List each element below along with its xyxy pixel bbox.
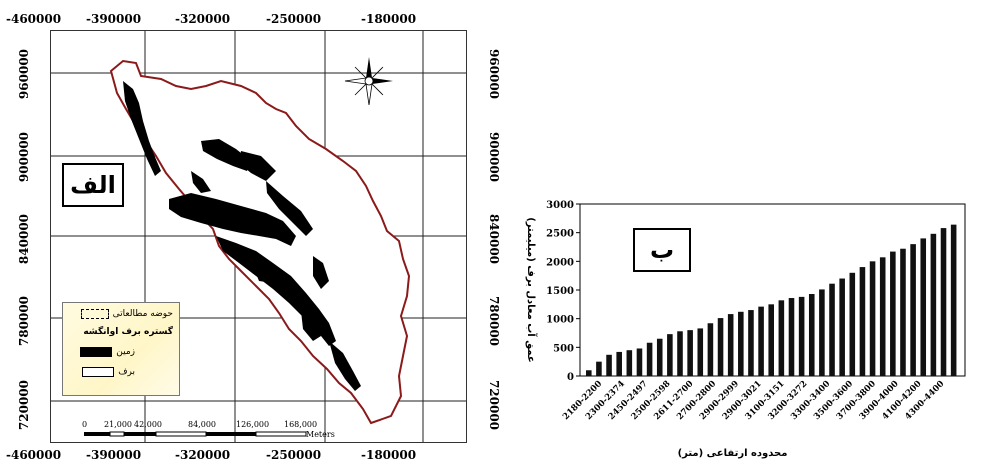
map-x-tick-top: -250000 [266, 12, 322, 26]
map-legend: حوضه مطالعاتی گستره برف اوانگشه زمین برف [62, 302, 180, 396]
bar [808, 294, 815, 376]
map-x-tick-top: -460000 [6, 12, 62, 26]
bar [839, 278, 845, 376]
bar [910, 244, 916, 376]
y-tick-label: 0 [567, 372, 574, 383]
north-arrow-icon [344, 57, 393, 106]
snow-extent [123, 81, 361, 391]
map-x-tick-bottom: -320000 [175, 448, 231, 462]
map-x-tick-bottom: -250000 [266, 448, 322, 462]
bar [626, 350, 633, 376]
legend-title-snow: گستره برف اوانگشه [83, 327, 173, 337]
scale-label-0: 0 [82, 420, 88, 429]
bar [646, 342, 653, 376]
bar [920, 238, 927, 376]
bar [636, 348, 643, 376]
bar [930, 233, 937, 376]
scale-bar: 0 21,000 42,000 84,000 126,000 168,000 M… [80, 420, 335, 440]
bar [900, 248, 906, 376]
map-y-tick-right: 900000 [487, 131, 501, 183]
map-y-tick-left: 900000 [17, 131, 31, 183]
bar [748, 310, 754, 376]
y-tick-label: 3000 [546, 200, 574, 211]
bar [596, 361, 602, 376]
bar [849, 272, 856, 376]
bar [869, 261, 876, 376]
map-y-tick-right: 840000 [487, 213, 501, 265]
bar [768, 304, 775, 376]
legend-row-1: برف [82, 367, 135, 377]
legend-swatch-1 [82, 367, 115, 377]
bar [667, 334, 673, 376]
scale-unit: Meters [306, 430, 335, 439]
bar [606, 354, 612, 376]
y-tick-label: 2000 [546, 257, 574, 268]
bar [677, 331, 683, 376]
scale-label-1: 21,000 [104, 420, 132, 429]
scale-label-4: 126,000 [236, 420, 270, 429]
legend-swatch-0 [80, 347, 113, 357]
map-y-tick-left: 720000 [17, 379, 31, 431]
legend-label-basin: حوضه مطالعاتی [112, 309, 173, 319]
map-x-tick-top: -180000 [361, 12, 417, 26]
legend-row-basin: حوضه مطالعاتی [80, 309, 173, 319]
x-axis-title: محدوده ارتفاعی (متر) [678, 448, 788, 459]
bar [656, 338, 663, 376]
scale-label-3: 84,000 [188, 420, 216, 429]
bar [879, 257, 886, 376]
bar [778, 300, 785, 376]
bar [586, 370, 592, 376]
bar [738, 311, 744, 376]
map-x-tick-bottom: -180000 [361, 448, 417, 462]
bar [819, 289, 825, 376]
y-tick-label: 500 [553, 343, 574, 354]
bar [707, 323, 714, 376]
y-axis-title: عمق آب معادل برف (میلیمتر) [525, 217, 538, 363]
bar [798, 296, 805, 376]
bar [687, 330, 693, 376]
legend-row-0: زمین [80, 347, 135, 357]
scale-label-5: 168,000 [284, 420, 318, 429]
scale-label-2: 42,000 [134, 420, 162, 429]
bar [717, 318, 724, 376]
panel-label-b: ب [633, 228, 691, 272]
bar [829, 283, 835, 376]
panel-label-a: الف [62, 163, 124, 207]
map-svg [51, 31, 466, 442]
y-tick-label: 1000 [546, 315, 574, 326]
bar [697, 328, 704, 376]
scale-bar-svg [84, 431, 307, 437]
legend-swatch-basin [80, 309, 109, 319]
chart-svg: 0500100015002000250030002180-22002300-23… [525, 200, 966, 459]
map-y-tick-left: 960000 [17, 48, 31, 100]
map-y-tick-right: 960000 [487, 48, 501, 100]
bar [940, 228, 947, 376]
y-tick-label: 1500 [546, 286, 574, 297]
map-y-tick-right: 720000 [487, 379, 501, 431]
map-y-tick-right: 780000 [487, 295, 501, 347]
bar [859, 267, 866, 376]
map-x-tick-top: -320000 [175, 12, 231, 26]
bar [788, 298, 795, 376]
bar [727, 314, 734, 376]
map-x-tick-top: -390000 [86, 12, 142, 26]
bar [890, 251, 896, 376]
bar [616, 351, 622, 376]
map-x-tick-bottom: -460000 [6, 448, 62, 462]
map-y-tick-left: 780000 [17, 295, 31, 347]
bar [950, 224, 957, 376]
map-x-tick-bottom: -390000 [86, 448, 142, 462]
y-tick-label: 2500 [546, 229, 574, 240]
bar [758, 306, 764, 376]
map-y-tick-left: 840000 [17, 213, 31, 265]
legend-label-snow-title: گستره برف اوانگشه [83, 327, 173, 337]
legend-label-0: زمین [116, 347, 135, 357]
legend-label-1: برف [118, 367, 135, 377]
